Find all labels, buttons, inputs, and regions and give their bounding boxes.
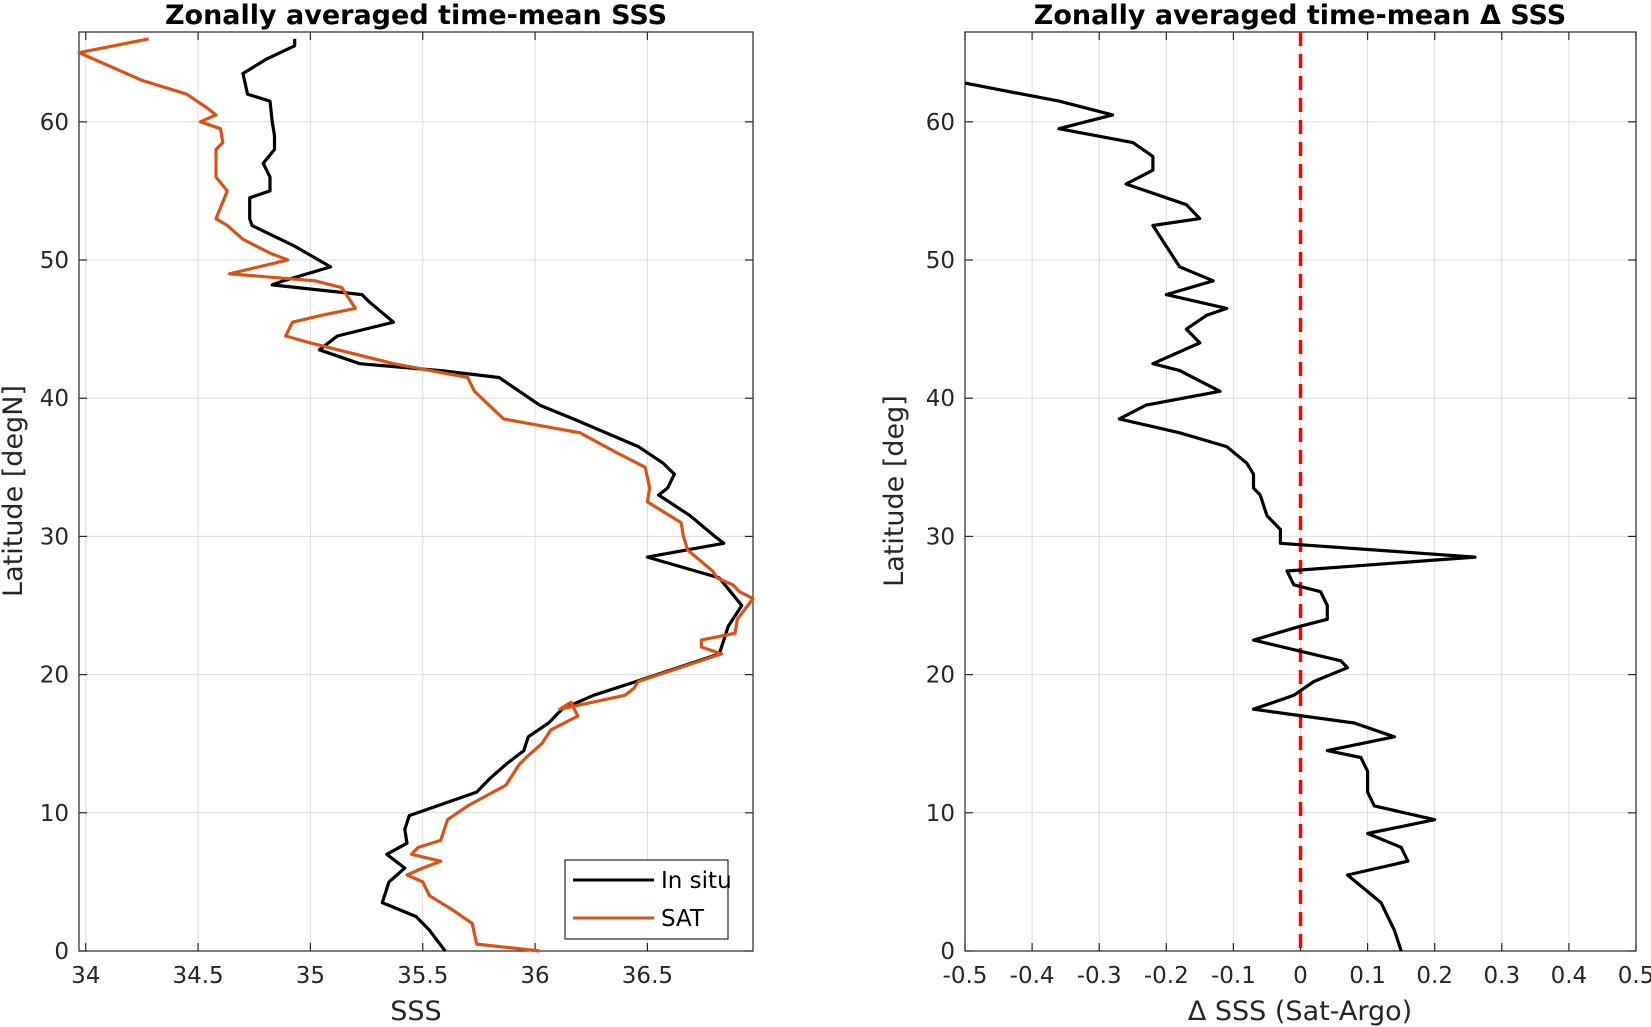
right-y-tick-label: 40 <box>926 386 955 412</box>
right-y-axis-label: Latitude [deg] <box>879 395 910 587</box>
left-x-tick-label: 35.5 <box>397 963 448 989</box>
left-x-tick-label: 34.5 <box>172 963 223 989</box>
left-series-line-sat <box>77 37 755 953</box>
legend-box <box>564 859 729 940</box>
right-y-tick-label: 10 <box>926 801 955 827</box>
right-y-tick-label: 20 <box>926 663 955 689</box>
left-x-tick-label: 36 <box>520 963 549 989</box>
right-x-tick-label: -0.5 <box>943 963 988 989</box>
left-panel: 34 34.5 35 35.5 36 36.5 0 10 20 30 40 50 60 Zonally… <box>0 0 755 1027</box>
right-x-tick-label: 0.2 <box>1416 963 1453 989</box>
left-x-axis-label: SSS <box>390 996 441 1027</box>
legend-label-in-situ: In situ <box>661 868 732 894</box>
legend-label-sat: SAT <box>661 906 705 932</box>
left-y-axis-label: Latitude [degN] <box>0 385 29 597</box>
right-y-ticks: 0 10 20 30 40 50 60 <box>926 110 1636 965</box>
right-y-tick-label: 50 <box>926 248 955 274</box>
right-x-ticks: -0.5 -0.4 -0.3 -0.2 -0.1 0 0.1 0.2 0.3 0.4 0.5 <box>943 32 1651 989</box>
left-y-tick-label: 20 <box>40 663 69 689</box>
right-x-tick-label: -0.3 <box>1077 963 1122 989</box>
left-chart-title: Zonally averaged time-mean SSS <box>165 0 667 31</box>
left-y-tick-label: 60 <box>40 110 69 136</box>
right-y-tick-label: 30 <box>926 524 955 550</box>
left-y-tick-label: 30 <box>40 524 69 550</box>
left-axes-box <box>78 31 754 952</box>
right-x-tick-label: 0.4 <box>1551 963 1588 989</box>
right-x-tick-label: -0.2 <box>1144 963 1189 989</box>
right-x-tick-label: -0.4 <box>1010 963 1055 989</box>
left-y-ticks: 0 10 20 30 40 50 60 <box>40 110 753 965</box>
left-x-tick-label: 34 <box>71 963 100 989</box>
right-series-line-delta-sss <box>964 81 1477 952</box>
left-x-tick-label: 35 <box>296 963 325 989</box>
left-y-tick-label: 40 <box>40 386 69 412</box>
left-series <box>77 37 755 953</box>
left-x-ticks: 34 34.5 35 35.5 36 36.5 <box>71 32 673 989</box>
left-y-tick-label: 50 <box>40 248 69 274</box>
left-y-tick-label: 10 <box>40 801 69 827</box>
right-y-tick-label: 0 <box>940 939 955 965</box>
right-x-tick-label: -0.1 <box>1211 963 1256 989</box>
right-panel: -0.5 -0.4 -0.3 -0.2 -0.1 0 0.1 0.2 0.3 0.4 0.5 0 10… <box>879 0 1651 1027</box>
right-x-axis-label: Δ SSS (Sat-Argo) <box>1188 996 1412 1027</box>
right-x-tick-label: 0.1 <box>1349 963 1386 989</box>
left-grid <box>79 32 753 952</box>
right-x-tick-label: 0.3 <box>1484 963 1521 989</box>
right-chart-title: Zonally averaged time-mean Δ SSS <box>1034 0 1566 31</box>
right-x-tick-label: 0.5 <box>1618 963 1651 989</box>
right-x-tick-label: 0 <box>1293 963 1308 989</box>
right-series <box>964 81 1477 952</box>
left-x-tick-label: 36.5 <box>622 963 673 989</box>
legend: In situ SAT <box>564 859 732 940</box>
right-y-tick-label: 60 <box>926 110 955 136</box>
left-y-tick-label: 0 <box>54 939 69 965</box>
left-series-line-in-situ <box>241 38 744 952</box>
